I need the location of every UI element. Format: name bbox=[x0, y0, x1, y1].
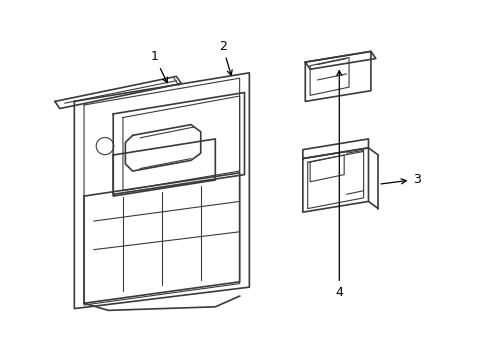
Text: 2: 2 bbox=[218, 40, 232, 75]
Text: 4: 4 bbox=[335, 71, 343, 299]
Text: 3: 3 bbox=[380, 173, 420, 186]
Text: 1: 1 bbox=[150, 50, 167, 83]
